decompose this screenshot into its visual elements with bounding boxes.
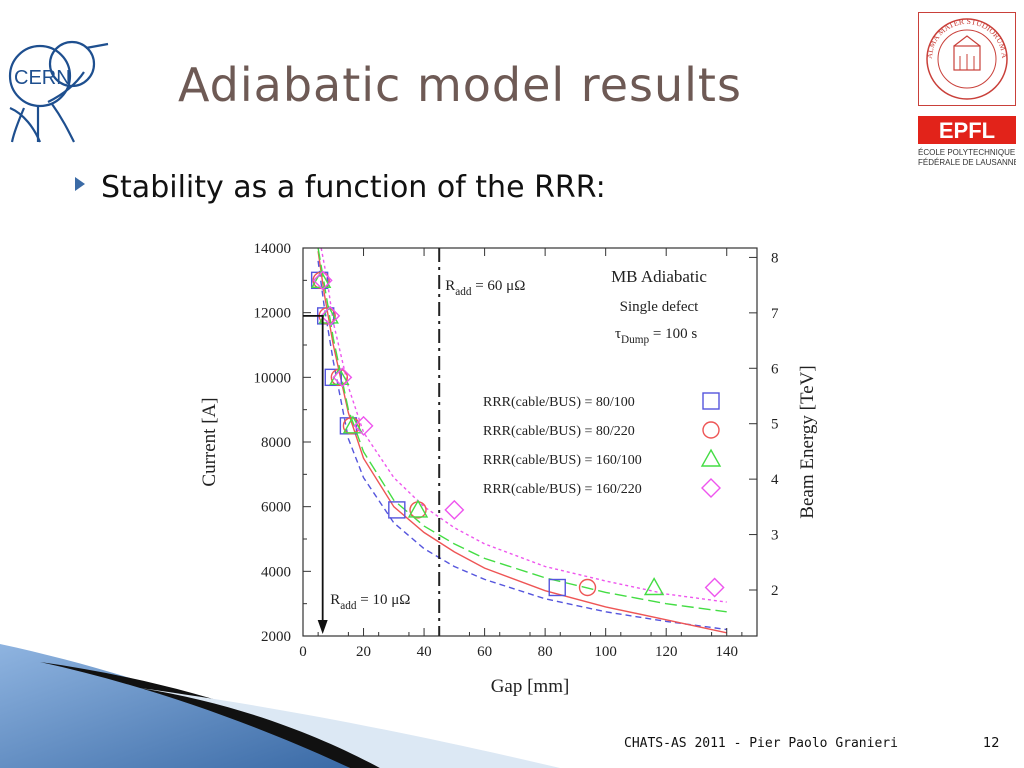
radd-60-label: Radd = 60 μΩ xyxy=(445,278,525,298)
x-tick-label: 120 xyxy=(655,644,678,660)
legend-marker-3 xyxy=(700,448,722,467)
fit-curves xyxy=(317,248,727,634)
cern-logo: CERN xyxy=(8,40,109,143)
data-point-series-2 xyxy=(578,578,597,597)
fit-curve-1 xyxy=(317,260,727,631)
data-point-series-3 xyxy=(342,415,364,434)
y-tick-label: 4000 xyxy=(261,564,291,580)
y2-axis-label: Beam Energy [TeV] xyxy=(797,365,818,518)
x-tick-label: 0 xyxy=(299,644,307,660)
data-point-series-4 xyxy=(353,415,374,436)
axes: 0 20 40 60 80 100 120 140 2000 4000 6000 8000 10000 1… xyxy=(199,241,818,697)
bullet-item: Stability as a function of the RRR: xyxy=(75,170,606,205)
radd-10-label: Radd = 10 μΩ xyxy=(330,592,410,612)
y-tick-label: 2000 xyxy=(261,629,291,645)
chart-inset-subtitle: Single defect xyxy=(620,299,700,315)
cern-logo-text: CERN xyxy=(14,67,71,89)
stability-chart: 0 20 40 60 80 100 120 140 2000 4000 6000 8000 10000 1… xyxy=(185,228,825,708)
legend: RRR(cable/BUS) = 80/100 RRR(cable/BUS) = … xyxy=(483,392,722,498)
y-tick-label: 6000 xyxy=(261,500,291,516)
data-point-series-4 xyxy=(444,499,465,520)
chart-inset-title: MB Adiabatic xyxy=(611,267,707,286)
y-tick-label: 10000 xyxy=(254,370,292,386)
page-number: 12 xyxy=(983,736,1000,751)
tau-dump-label: τDump = 100 s xyxy=(615,326,697,346)
legend-marker-4 xyxy=(701,478,721,498)
epfl-sub-2: FÉDÉRALE DE LAUSANNE xyxy=(918,158,1016,167)
footer-swoosh-decoration xyxy=(0,644,560,768)
y-tick-label: 8000 xyxy=(261,435,291,451)
annotations: Radd = 60 μΩ Radd = 10 μΩ MB Adiabatic Sing… xyxy=(303,248,707,636)
y2-tick-label: 4 xyxy=(771,472,779,488)
x-axis-label: Gap [mm] xyxy=(491,676,570,697)
y2-tick-label: 2 xyxy=(771,583,779,599)
bullet-arrow-icon xyxy=(75,177,85,191)
legend-label-4: RRR(cable/BUS) = 160/220 xyxy=(483,482,642,497)
bullet-text: Stability as a function of the RRR: xyxy=(101,170,606,205)
data-point-series-1 xyxy=(548,578,566,597)
fit-curve-2 xyxy=(317,251,727,634)
fit-curve-3 xyxy=(317,248,727,613)
legend-marker-2 xyxy=(702,421,720,439)
legend-marker-1 xyxy=(702,392,720,410)
x-tick-label: 40 xyxy=(417,644,432,660)
y-tick-label: 12000 xyxy=(254,306,292,322)
epfl-sub-1: ÉCOLE POLYTECHNIQUE xyxy=(918,148,1015,157)
slide-title: Adiabatic model results xyxy=(178,58,742,112)
legend-label-2: RRR(cable/BUS) = 80/220 xyxy=(483,424,635,439)
y-axis-label: Current [A] xyxy=(199,397,220,486)
radd-10-arrow-line xyxy=(303,315,324,622)
x-tick-label: 140 xyxy=(715,644,738,660)
data-markers xyxy=(310,269,725,598)
y2-tick-label: 3 xyxy=(771,528,779,544)
epfl-logo-text: EPFL xyxy=(939,118,995,143)
data-point-series-3 xyxy=(643,577,665,596)
y2-tick-label: 7 xyxy=(771,306,779,322)
legend-label-3: RRR(cable/BUS) = 160/100 xyxy=(483,453,642,468)
x-tick-label: 20 xyxy=(356,644,371,660)
x-tick-label: 100 xyxy=(594,644,617,660)
data-point-series-4 xyxy=(704,577,725,598)
data-point-series-4 xyxy=(332,367,353,388)
y2-tick-label: 6 xyxy=(771,361,779,377)
y2-tick-label: 8 xyxy=(771,250,779,266)
data-point-series-4 xyxy=(312,270,333,291)
y2-tick-label: 5 xyxy=(771,417,779,433)
epfl-logo: EPFL ÉCOLE POLYTECHNIQUE FÉDÉRALE DE LAU… xyxy=(918,116,1016,167)
footer-text: CHATS-AS 2011 - Pier Paolo Granieri xyxy=(624,736,898,751)
data-point-series-2 xyxy=(342,417,361,435)
data-point-series-1 xyxy=(324,368,342,387)
unibo-seal-logo: ALMA MATER STUDIORUM A.D. 1088 xyxy=(918,12,1016,106)
x-tick-label: 80 xyxy=(538,644,553,660)
x-tick-label: 60 xyxy=(477,644,492,660)
y-tick-label: 14000 xyxy=(254,241,292,257)
data-point-series-3 xyxy=(407,499,429,518)
data-point-series-4 xyxy=(320,305,341,326)
data-point-series-1 xyxy=(388,501,406,519)
radd-10-arrowhead xyxy=(317,620,328,634)
legend-label-1: RRR(cable/BUS) = 80/100 xyxy=(483,395,635,410)
